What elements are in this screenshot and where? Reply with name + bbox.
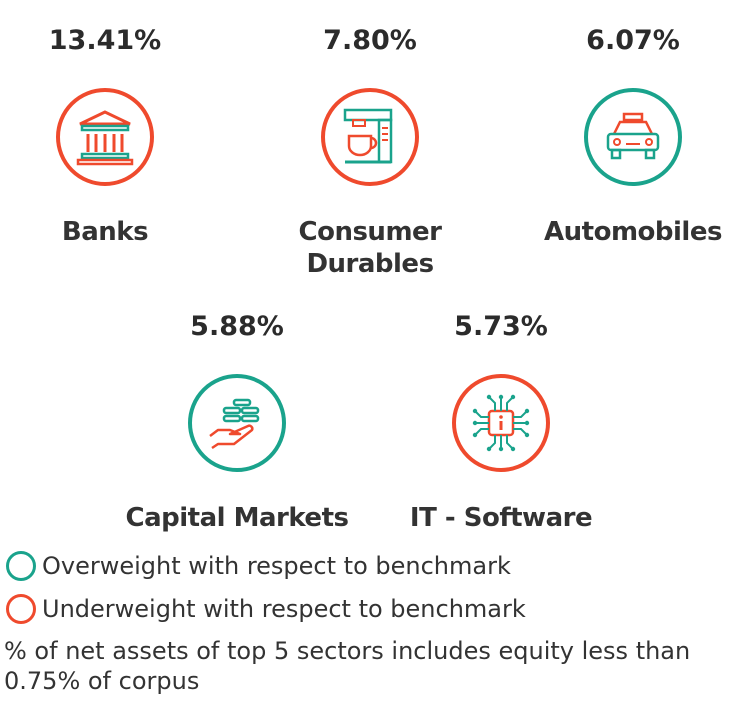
sector-it-software: 5.73% IT - Software xyxy=(381,310,621,534)
underweight-ring xyxy=(452,374,550,472)
sector-banks: 13.41% Banks xyxy=(0,24,225,248)
sector-capital-markets: 5.88% Capital Markets xyxy=(117,310,357,534)
sector-label: Consumer Durables xyxy=(298,217,443,279)
legend-underweight-label: Underweight with respect to benchmark xyxy=(42,595,526,623)
car-icon xyxy=(606,112,660,160)
overweight-legend-circle-icon xyxy=(6,551,36,581)
legend-underweight: Underweight with respect to benchmark xyxy=(6,594,526,624)
overweight-ring xyxy=(584,88,682,186)
sector-consumer-durables: 7.80% Consumer Durables xyxy=(250,24,490,280)
chip-info-icon xyxy=(472,394,530,452)
hand-coins-icon xyxy=(209,398,260,450)
underweight-ring xyxy=(321,88,419,186)
sector-percent: 13.41% xyxy=(48,25,162,56)
sector-percent: 7.80% xyxy=(323,25,417,56)
sector-label: Banks xyxy=(61,217,149,247)
bank-icon xyxy=(76,110,134,166)
sector-label: Capital Markets xyxy=(125,503,349,533)
underweight-ring xyxy=(56,88,154,186)
sector-label: Automobiles xyxy=(544,217,722,247)
legend-overweight-label: Overweight with respect to benchmark xyxy=(42,552,511,580)
sector-label: IT - Software xyxy=(409,503,593,533)
legend-overweight: Overweight with respect to benchmark xyxy=(6,551,511,581)
overweight-ring xyxy=(188,374,286,472)
sector-percent: 5.88% xyxy=(190,311,284,342)
sector-automobiles: 6.07% Automobiles xyxy=(513,24,740,248)
underweight-legend-circle-icon xyxy=(6,594,36,624)
sector-percent: 5.73% xyxy=(454,311,548,342)
sector-percent: 6.07% xyxy=(586,25,680,56)
footnote: % of net assets of top 5 sectors include… xyxy=(4,637,691,695)
coffee-machine-icon xyxy=(343,108,393,164)
